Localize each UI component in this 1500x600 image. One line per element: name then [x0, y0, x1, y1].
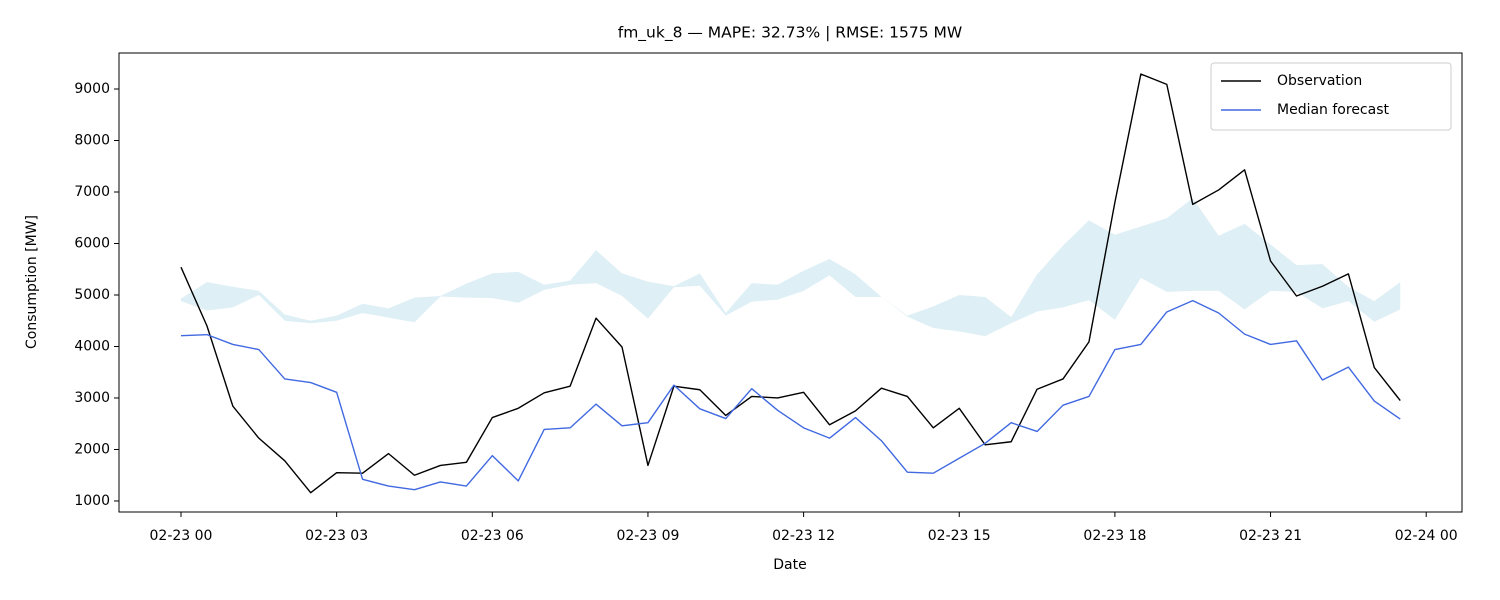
- y-tick-label: 9000: [74, 81, 110, 97]
- y-tick-label: 4000: [74, 338, 110, 354]
- series-line: [180, 73, 1401, 494]
- legend-label: Median forecast: [1277, 102, 1389, 118]
- y-axis-label: Consumption [MW]: [24, 215, 40, 349]
- y-tick-label: 1000: [74, 493, 110, 509]
- interval-band: [181, 198, 1401, 337]
- y-tick-label: 8000: [74, 132, 110, 148]
- x-tick-label: 02-23 03: [305, 528, 368, 544]
- plot-frame: [118, 52, 1463, 513]
- series-line: [180, 299, 1401, 491]
- x-tick-label: 02-23 06: [461, 528, 524, 544]
- y-tick-label: 6000: [74, 235, 110, 251]
- y-tick-label: 5000: [74, 287, 110, 303]
- x-axis-label: Date: [773, 557, 806, 573]
- chart-title: fm_uk_8 — MAPE: 32.73% | RMSE: 1575 MW: [618, 24, 963, 43]
- y-tick-label: 3000: [74, 390, 110, 406]
- x-tick-label: 02-23 21: [1239, 528, 1302, 544]
- y-tick-label: 2000: [74, 441, 110, 457]
- y-tick-label: 7000: [74, 184, 110, 200]
- x-tick-label: 02-24 00: [1395, 528, 1458, 544]
- legend-box: [1210, 62, 1452, 131]
- x-tick-label: 02-23 15: [928, 528, 991, 544]
- x-tick-label: 02-23 00: [150, 528, 213, 544]
- x-tick-label: 02-23 09: [616, 528, 679, 544]
- legend-label: Observation: [1277, 73, 1362, 89]
- x-tick-label: 02-23 18: [1083, 528, 1146, 544]
- x-tick-label: 02-23 12: [772, 528, 835, 544]
